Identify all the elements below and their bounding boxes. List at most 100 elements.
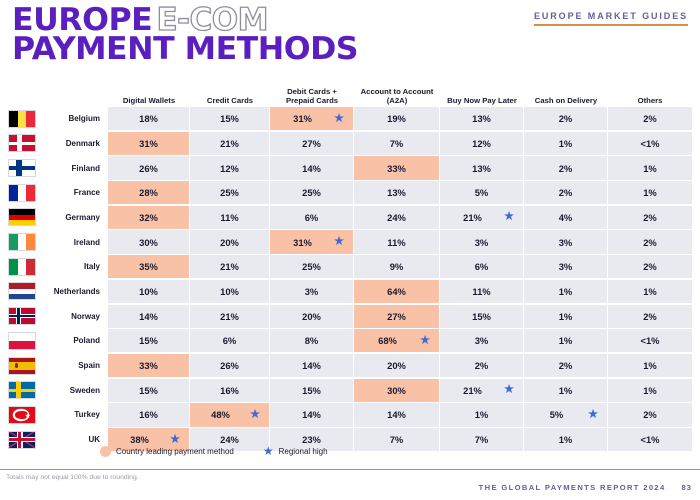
table-body: Belgium 18% 15% 31% ★ 19% 13% 2% 2% Denmark 31% 21%… — [0, 107, 700, 452]
cell-value: 26% — [220, 360, 239, 372]
data-cell: 33% — [108, 353, 190, 378]
data-cell: 26% — [190, 353, 270, 378]
data-cell: 24% — [190, 427, 270, 452]
data-cell: 25% — [270, 181, 354, 205]
data-cell: 1% — [608, 353, 692, 378]
data-cell: 31% ★ — [270, 230, 354, 254]
cell-value: 15% — [220, 113, 239, 125]
country-flag-cell: ★ — [0, 403, 46, 426]
column-header-debit-prepaid-cards: Debit Cards + Prepaid Cards — [285, 86, 339, 105]
data-cell: 1% — [608, 279, 692, 304]
data-cell: 38% ★ — [108, 427, 190, 452]
data-cell: 3% — [524, 230, 608, 254]
finland-flag-icon — [8, 159, 36, 178]
cell-value: 10% — [220, 285, 239, 297]
data-cell: 15% — [108, 378, 190, 402]
data-cell: 28% — [108, 181, 190, 205]
cell-value: 11% — [387, 236, 406, 248]
data-cell: 14% — [270, 353, 354, 378]
country-flag-cell — [0, 280, 46, 303]
regional-high-star-icon: ★ — [334, 235, 344, 248]
brand-underline — [533, 24, 688, 26]
column-header-buy-now-pay-later: Buy Now Pay Later — [447, 95, 517, 105]
cell-value: 25% — [220, 187, 239, 199]
data-cell: 3% — [440, 230, 524, 254]
table-row: Spain 33% 26% 14% 20% 2% 2% 1% — [0, 353, 700, 378]
cell-value: 12% — [220, 162, 239, 174]
cell-value: 1% — [643, 285, 657, 297]
uk-flag-icon — [8, 430, 36, 449]
cell-value: 2% — [558, 113, 573, 125]
data-cell: 2% — [440, 353, 524, 378]
data-cell: 2% — [524, 181, 608, 205]
cell-value: 5% — [549, 409, 564, 421]
cell-value: <1% — [640, 335, 660, 347]
legend-item-leading: Country leading payment method — [100, 445, 234, 457]
legend-item-regional-high: ★ Regional high — [263, 445, 328, 457]
data-cell: 2% — [608, 205, 692, 230]
cell-value: 16% — [139, 409, 158, 421]
cell-value: 31% — [293, 236, 312, 248]
country-name-cell: Denmark — [65, 138, 100, 148]
footer-divider — [0, 469, 700, 470]
data-cell: 1% — [608, 181, 692, 205]
title-payment-methods: PAYMENT METHODS — [12, 30, 359, 67]
cell-value: 14% — [302, 360, 321, 372]
table-row: Italy 35% 21% 25% 9% 6% 3% 2% — [0, 255, 700, 279]
cell-value: 25% — [302, 261, 321, 273]
data-cell: 30% — [354, 378, 440, 402]
data-cell: 6% — [440, 255, 524, 279]
header: EUROPE E-COM PAYMENT METHODS EUROPE MARK… — [0, 0, 700, 78]
data-cell: 20% — [270, 304, 354, 328]
cell-value: 12% — [472, 137, 491, 149]
cell-value: 14% — [139, 310, 158, 322]
cell-value: 6% — [474, 261, 489, 273]
country-name-cell: Norway — [71, 311, 100, 321]
country-name-cell: Poland — [73, 336, 100, 346]
leading-swatch-icon — [100, 445, 111, 457]
table-row: Germany 32% 11% 6% 24% 21% ★ 4% 2% — [0, 205, 700, 230]
cell-value: 15% — [302, 384, 321, 396]
data-cell: 6% — [270, 205, 354, 230]
cell-value: 1% — [643, 384, 657, 396]
cell-value: 64% — [387, 285, 406, 297]
cell-value: 3% — [474, 335, 489, 347]
cell-value: 4% — [558, 211, 573, 223]
cell-value: 1% — [558, 285, 573, 297]
brand-europe-market-guides: EUROPE MARKET GUIDES — [533, 11, 688, 26]
cell-value: 2% — [558, 162, 573, 174]
data-cell: 31% — [108, 131, 190, 155]
sweden-flag-icon — [8, 381, 36, 400]
data-cell: 27% — [270, 131, 354, 155]
data-cell: 32% — [108, 205, 190, 230]
country-flag-cell — [0, 206, 46, 229]
data-cell: 1% — [524, 279, 608, 304]
cell-value: 11% — [472, 285, 491, 297]
turkey-flag-icon: ★ — [8, 405, 36, 424]
cell-value: 24% — [220, 434, 239, 446]
regional-high-star-icon: ★ — [334, 112, 344, 125]
data-cell: <1% — [608, 131, 692, 155]
cell-value: 11% — [220, 211, 239, 223]
data-cell: 31% ★ — [270, 107, 354, 131]
cell-value: 3% — [474, 236, 489, 248]
cell-value: 10% — [139, 285, 158, 297]
country-flag-cell — [0, 132, 46, 155]
country-flag-cell — [0, 354, 46, 377]
cell-value: 6% — [222, 335, 237, 347]
data-cell: 5% — [440, 181, 524, 205]
data-cell: 26% — [108, 156, 190, 180]
data-cell: 11% — [354, 230, 440, 254]
cell-value: 31% — [293, 113, 312, 125]
regional-high-star-icon: ★ — [504, 210, 514, 223]
cell-value: 1% — [643, 187, 657, 199]
country-name-cell: Germany — [65, 212, 100, 222]
data-cell: 1% — [524, 329, 608, 353]
cell-value: 26% — [139, 162, 158, 174]
data-cell: 20% — [190, 230, 270, 254]
data-cell: 13% — [440, 107, 524, 131]
cell-value: 1% — [643, 360, 657, 372]
footer-meta: THE GLOBAL PAYMENTS REPORT 2024 83 — [479, 483, 692, 492]
data-cell: 25% — [190, 181, 270, 205]
cell-value: 13% — [472, 113, 491, 125]
